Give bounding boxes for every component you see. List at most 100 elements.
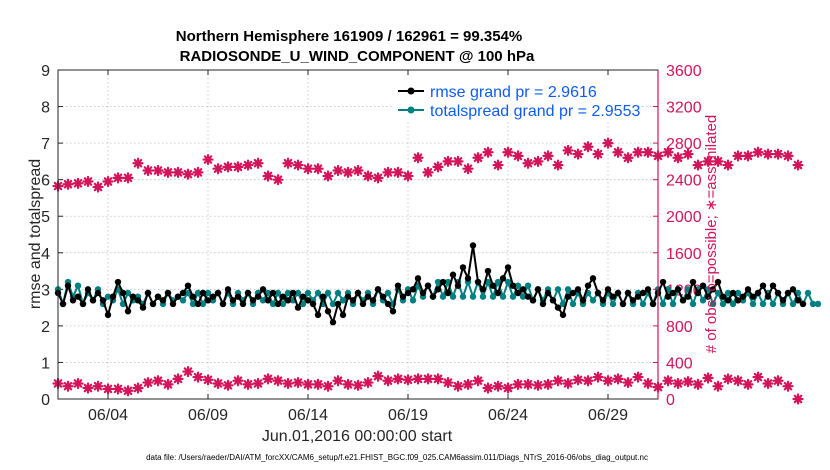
totalspread-point <box>339 297 347 304</box>
rmse-point <box>549 297 557 304</box>
possible-point <box>432 161 444 173</box>
possible-point <box>342 166 354 178</box>
assimilated-point <box>372 370 384 382</box>
asterisk-core <box>355 167 361 174</box>
right-tick-label: 1600 <box>666 246 702 263</box>
possible-point <box>272 174 284 186</box>
possible-point <box>722 159 734 171</box>
rmse-point <box>704 293 712 300</box>
totalspread-point <box>609 300 617 308</box>
possible-point <box>362 170 374 182</box>
rmse-point <box>474 278 482 286</box>
rmse-point <box>124 308 132 315</box>
totalspread-point <box>204 289 212 297</box>
x-axis: 06/04 06/09 06/14 06/19 06/24 06/29 <box>88 70 628 424</box>
totalspread-point <box>719 300 727 308</box>
asterisk-core <box>185 368 191 375</box>
totalspread-point <box>714 289 722 297</box>
rmse-point <box>204 297 212 304</box>
rmse-point <box>374 286 382 293</box>
asterisk-core <box>85 178 91 185</box>
rmse-point <box>219 300 227 308</box>
rmse-point <box>389 308 397 315</box>
asterisk-core <box>475 378 481 384</box>
asterisk-core <box>65 181 71 187</box>
asterisk-core <box>685 151 691 157</box>
asterisk-core <box>385 169 391 175</box>
asterisk-core <box>595 151 601 157</box>
asterisk-core <box>105 386 111 392</box>
asterisk-core <box>95 383 101 389</box>
right-tick-label: 0 <box>666 392 675 409</box>
asterisk-core <box>555 162 561 168</box>
asterisk-core <box>275 177 281 183</box>
asterisk-core <box>475 155 481 161</box>
assimilated-point <box>282 377 294 390</box>
asterisk-core <box>515 153 521 159</box>
rmse-point <box>129 293 137 300</box>
assimilated-point <box>452 380 464 392</box>
asterisk-core <box>735 153 741 159</box>
possible-point <box>132 157 144 169</box>
asterisk-core <box>695 162 701 168</box>
assimilated-point <box>752 371 764 383</box>
assimilated-point <box>592 371 604 383</box>
asterisk-core <box>355 382 361 388</box>
assimilated-point <box>792 393 804 405</box>
totalspread-point <box>809 300 817 308</box>
rmse-point <box>559 311 567 319</box>
rmse-point <box>574 286 582 293</box>
asterisk-core <box>205 377 211 383</box>
asterisk-core <box>615 149 621 155</box>
possible-point <box>292 159 304 171</box>
left-tick-label: 0 <box>41 392 50 409</box>
possible-point <box>632 146 644 158</box>
asterisk-core <box>635 149 641 155</box>
totalspread-point <box>384 289 392 297</box>
y-axis-label-left: rmse and totalspread <box>27 159 44 309</box>
asterisk-core <box>245 162 251 168</box>
rmse-point <box>539 300 547 308</box>
rmse-point <box>284 297 292 304</box>
possible-point <box>452 155 464 167</box>
legend: rmse grand pr = 2.9616 totalspread grand… <box>393 78 640 122</box>
rmse-point <box>639 289 647 297</box>
asterisk-core <box>635 374 641 380</box>
totalspread-point <box>489 293 497 300</box>
rmse-point <box>254 293 262 300</box>
possible-point <box>352 164 364 177</box>
totalspread-point <box>734 289 742 297</box>
asterisk-core <box>415 155 421 161</box>
rmse-point <box>224 286 232 293</box>
assimilated-point <box>332 375 344 387</box>
x-tick-label: 06/04 <box>88 407 128 424</box>
asterisk-core <box>105 178 111 185</box>
rmse-point <box>259 286 267 293</box>
asterisk-core <box>415 376 421 382</box>
rmse-point <box>734 297 742 304</box>
asterisk-core <box>235 378 241 384</box>
possible-point <box>522 157 534 169</box>
asterisk-core <box>675 380 681 387</box>
asterisk-core <box>365 173 371 179</box>
legend-label-rmse: rmse grand pr = 2.9616 <box>430 84 597 101</box>
asterisk-core <box>345 381 351 387</box>
x-tick-label: 06/29 <box>588 407 628 424</box>
asterisk-core <box>545 381 551 387</box>
assimilated-point <box>102 383 114 395</box>
asterisk-core <box>205 156 211 163</box>
asterisk-core <box>265 173 271 179</box>
y-axis-label-right: # of obs: o=possible; ∗=assimilated <box>703 115 720 354</box>
possible-point <box>562 144 574 157</box>
possible-point <box>122 172 134 184</box>
rmse-point <box>649 300 657 308</box>
rmse-point <box>669 289 677 297</box>
rmse-point <box>764 293 772 300</box>
rmse-point <box>429 293 437 300</box>
asterisk-core <box>665 149 671 155</box>
rmse-point <box>469 242 477 249</box>
asterisk-core <box>295 162 301 168</box>
asterisk-core <box>735 378 741 384</box>
rmse-point <box>534 286 542 293</box>
